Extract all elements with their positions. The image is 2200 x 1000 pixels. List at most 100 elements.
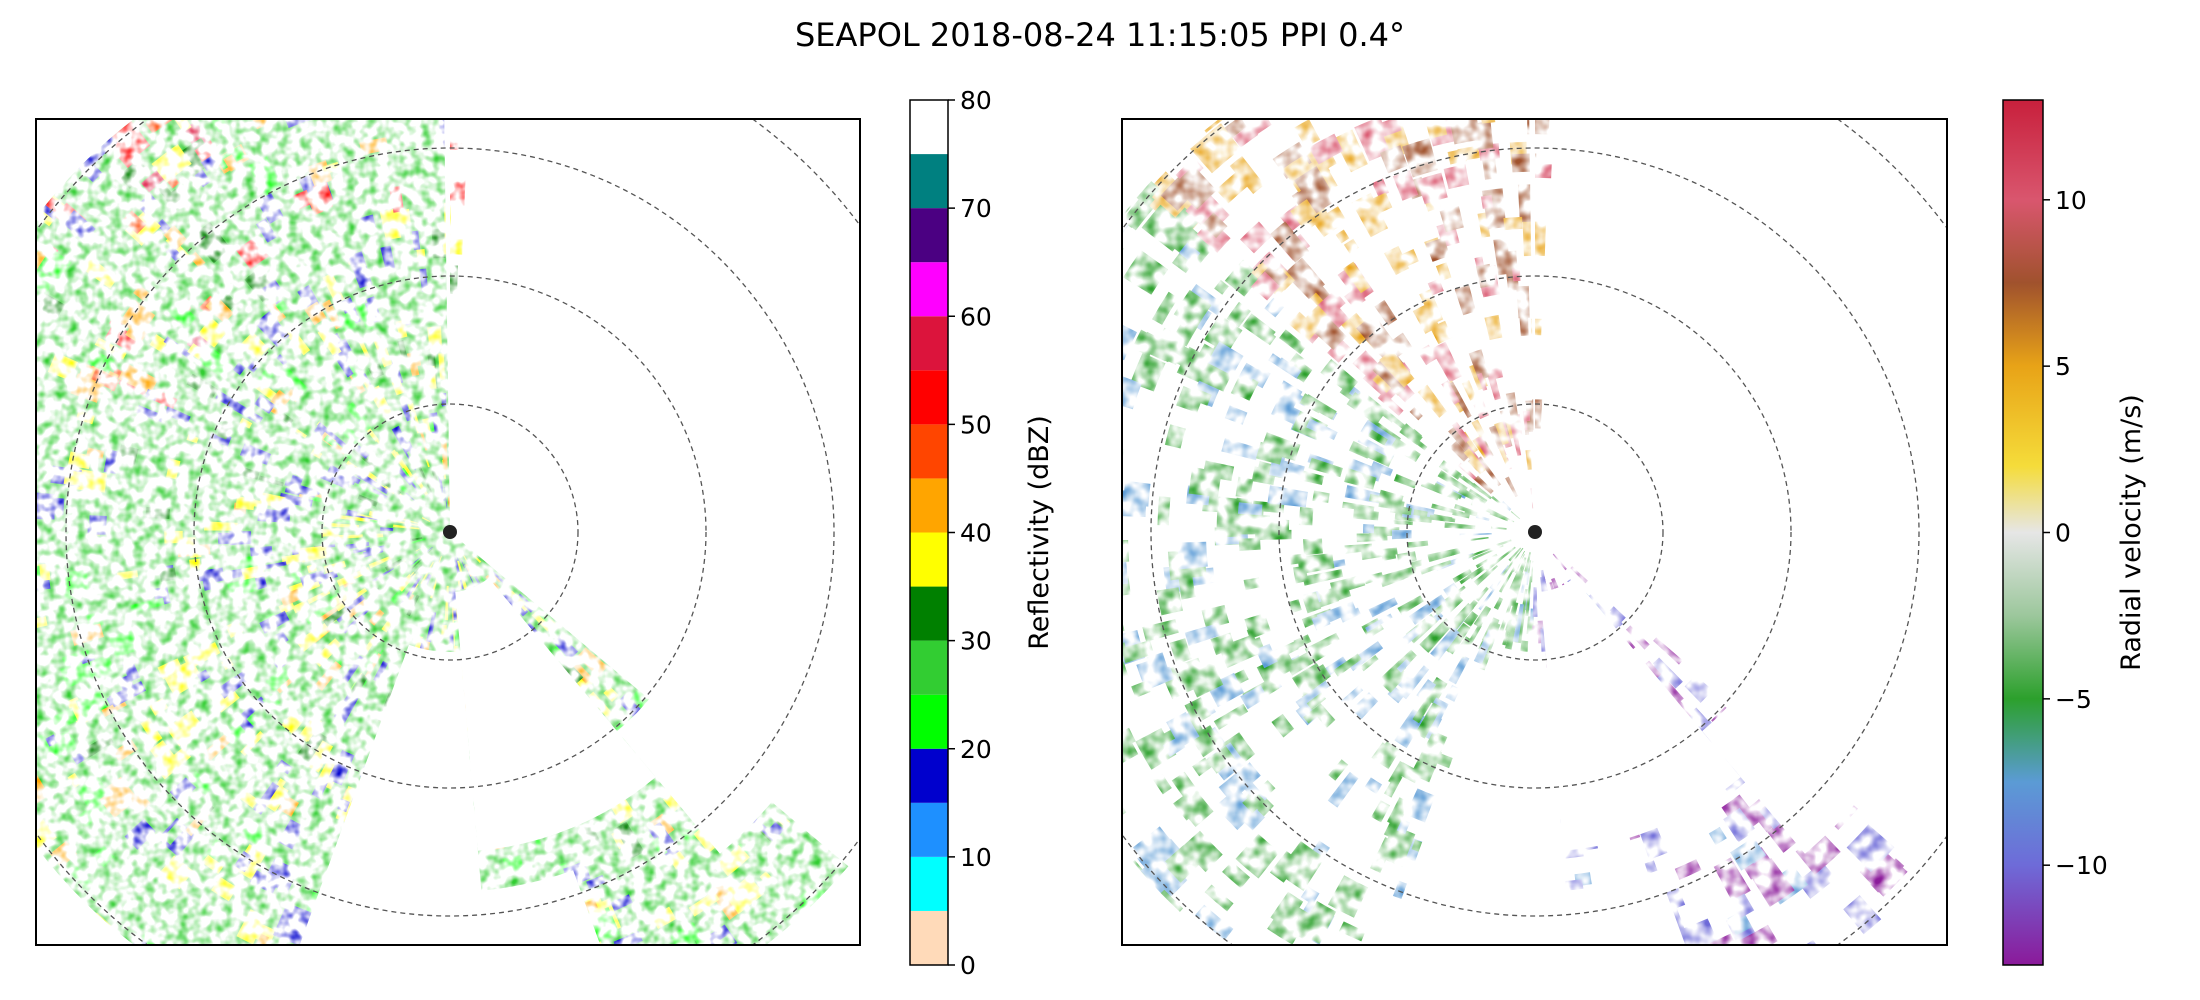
echo-cell — [277, 795, 300, 817]
echo-cell — [407, 538, 426, 545]
echo-cell — [312, 638, 342, 667]
velocity-cell — [1795, 830, 1841, 875]
velocity-cell — [1359, 654, 1379, 672]
echo-cell — [36, 616, 48, 629]
echo-cell — [396, 467, 413, 486]
velocity-cell — [1529, 28, 1564, 60]
velocity-cell — [1525, 576, 1532, 616]
echo-cell — [216, 420, 233, 440]
velocity-cell — [1524, 971, 1547, 991]
velocity-cell — [1177, 541, 1208, 570]
velocity-cell — [1341, 685, 1364, 707]
velocity-cell — [1515, 554, 1525, 573]
echo-cell — [385, 558, 403, 572]
echo-cell — [289, 98, 316, 117]
velocity-cell — [1427, 548, 1459, 563]
echo-cell — [256, 330, 285, 360]
echo-cell — [438, 475, 445, 501]
velocity-cell — [1304, 632, 1340, 657]
echo-cell — [327, 464, 357, 485]
echo-cell — [36, 243, 72, 281]
echo-cell — [130, 792, 151, 813]
echo-cell — [342, 593, 365, 613]
velocity-cell — [1177, 573, 1196, 600]
radar-site-marker — [443, 525, 457, 539]
echo-cell — [454, 557, 458, 568]
echo-cell — [280, 78, 310, 107]
velocity-cell — [1081, 380, 1108, 416]
echo-cell — [166, 458, 181, 480]
velocity-cell — [1156, 587, 1183, 616]
velocity-cell — [1478, 579, 1502, 611]
echo-cell — [47, 352, 79, 381]
echo-cell — [273, 865, 298, 893]
echo-cell — [465, 563, 474, 577]
velocity-cell — [1070, 541, 1083, 572]
velocity-cell — [1372, 374, 1392, 393]
echo-cell — [373, 661, 389, 683]
velocity-cell — [1372, 178, 1390, 198]
velocity-cell — [1410, 559, 1424, 569]
echo-cell — [392, 62, 421, 87]
velocity-cell — [1344, 287, 1366, 310]
echo-cell — [49, 840, 78, 868]
echo-cell — [45, 734, 58, 747]
echo-cell — [369, 385, 393, 419]
velocity-cell — [1614, 966, 1635, 1000]
velocity-cell — [1723, 807, 1755, 841]
velocity-cell — [1562, 948, 1590, 965]
velocity-cell — [1526, 14, 1541, 41]
echo-cell — [87, 515, 107, 535]
echo-cell — [443, 487, 448, 509]
velocity-cell — [1493, 52, 1521, 74]
velocity-cell — [1396, 551, 1417, 565]
velocity-cell — [1481, 119, 1496, 124]
colorbar-tick-label: 10 — [2055, 186, 2087, 215]
velocity-cell — [1522, 987, 1549, 1000]
velocity-cell — [1288, 599, 1302, 614]
velocity-cell — [1484, 314, 1503, 341]
echo-cell — [473, 957, 505, 982]
echo-cell — [429, 953, 443, 967]
velocity-cell — [1210, 632, 1236, 656]
velocity-cell — [1470, 500, 1507, 520]
velocity-cell — [1289, 554, 1303, 565]
echo-cell — [259, 492, 286, 508]
echo-cell — [453, 610, 457, 621]
echo-cell — [286, 873, 317, 907]
echo-cell — [359, 137, 389, 156]
velocity-cell — [1755, 948, 1800, 989]
echo-cell — [280, 413, 294, 425]
echo-cell — [136, 405, 166, 423]
velocity-cell — [1341, 73, 1381, 105]
echo-cell — [368, 587, 380, 597]
echo-cell — [119, 299, 156, 336]
velocity-cell — [1176, 386, 1205, 413]
velocity-cell — [1288, 311, 1319, 341]
velocity-cell — [1142, 619, 1179, 642]
echo-cell — [36, 818, 57, 851]
echo-cell — [36, 426, 47, 447]
echo-cell — [255, 933, 270, 945]
velocity-cell — [1430, 627, 1460, 661]
velocity-cell — [1091, 596, 1113, 627]
echo-cell — [257, 507, 291, 523]
echo-cell — [252, 922, 277, 945]
velocity-cell — [1047, 689, 1091, 725]
echo-cell — [797, 887, 825, 915]
velocity-cell — [1221, 438, 1260, 461]
velocity-cell — [1713, 857, 1751, 902]
velocity-cell — [1488, 425, 1504, 449]
echo-cell — [238, 696, 266, 722]
echo-cell — [444, 480, 448, 500]
velocity-cell — [1363, 62, 1400, 85]
colorbar-tick-label: 30 — [960, 627, 992, 656]
velocity-cell — [1443, 582, 1458, 596]
range-ring — [1150, 147, 1920, 917]
velocity-cell — [1390, 519, 1413, 526]
echo-cell — [508, 590, 530, 612]
colorbar-level — [910, 424, 948, 479]
echo-cell — [240, 730, 265, 757]
velocity-cell — [1371, 360, 1406, 396]
echo-cell — [273, 656, 288, 671]
